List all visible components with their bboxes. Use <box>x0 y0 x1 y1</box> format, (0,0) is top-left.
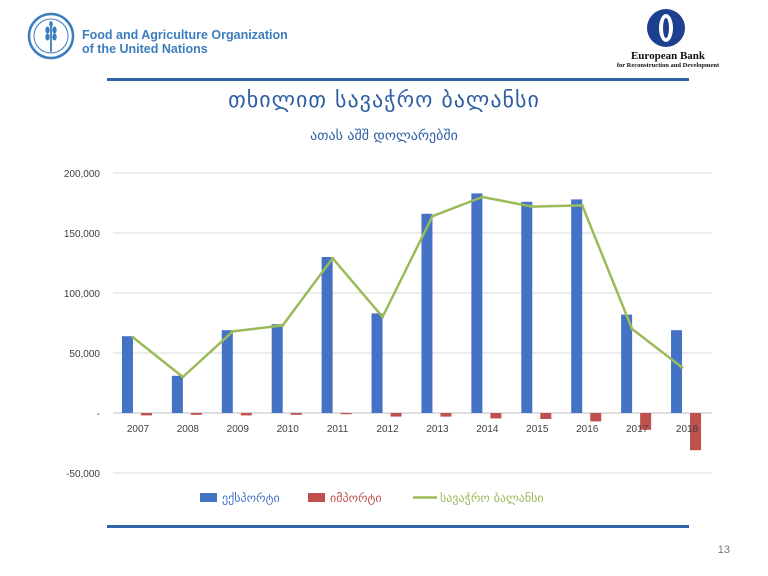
x-tick-label: 2014 <box>476 424 499 435</box>
legend-balance-label: სავაჭრო ბალანსი <box>440 491 544 505</box>
export-bar <box>671 330 683 413</box>
import-bar <box>490 413 502 419</box>
balance-point <box>381 315 385 319</box>
y-tick-label: -50,000 <box>66 469 100 480</box>
y-tick-label: 150,000 <box>64 229 101 240</box>
y-tick-label: 100,000 <box>64 289 101 300</box>
balance-line <box>132 195 683 379</box>
fao-logo <box>27 12 75 60</box>
y-tick-label: 200,000 <box>64 169 101 180</box>
x-tick-label: 2018 <box>676 424 699 435</box>
ebrd-name-line1: European Bank <box>630 50 706 62</box>
balance-point <box>131 335 135 339</box>
bottom-rule <box>107 525 689 528</box>
import-bar <box>540 413 552 419</box>
legend-export-swatch <box>200 493 217 502</box>
import-bar <box>240 413 252 416</box>
export-bar <box>271 324 283 413</box>
fao-name: Food and Agriculture Organization of the… <box>82 28 288 56</box>
export-bar <box>171 375 183 413</box>
y-tick-label: - <box>97 409 100 420</box>
balance-point <box>181 375 185 379</box>
legend-export-label: ექსპორტი <box>222 491 280 505</box>
x-tick-label: 2011 <box>327 424 349 435</box>
balance-point <box>231 329 235 333</box>
x-tick-label: 2010 <box>277 424 300 435</box>
x-tick-label: 2013 <box>426 424 449 435</box>
x-tick-label: 2015 <box>526 424 549 435</box>
export-bar <box>221 330 233 413</box>
x-tick-label: 2017 <box>626 424 649 435</box>
export-bar <box>421 213 433 413</box>
x-tick-label: 2009 <box>227 424 250 435</box>
balance-point <box>281 323 285 327</box>
legend-import-swatch <box>308 493 325 502</box>
export-bar <box>121 336 133 413</box>
slide-title: თხილით სავაჭრო ბალანსი <box>228 88 540 113</box>
legend-import-label: იმპორტი <box>330 491 382 505</box>
x-tick-label: 2008 <box>177 424 200 435</box>
import-bar <box>590 413 602 422</box>
export-bar <box>471 193 483 413</box>
import-bar <box>140 413 152 416</box>
top-rule <box>107 78 689 81</box>
x-tick-label: 2007 <box>127 424 150 435</box>
export-bar <box>571 199 583 413</box>
fao-name-line1: Food and Agriculture Organization <box>82 28 288 42</box>
balance-point <box>680 365 684 369</box>
balance-point <box>430 214 434 218</box>
page-number: 13 <box>717 544 730 556</box>
import-bar <box>340 413 352 415</box>
export-bar <box>521 201 533 413</box>
export-bar <box>621 314 633 413</box>
import-bar <box>390 413 402 417</box>
export-bar <box>321 257 333 413</box>
balance-point <box>530 205 534 209</box>
import-bar <box>290 413 302 415</box>
balance-point <box>331 256 335 260</box>
ebrd-logo <box>647 9 685 47</box>
import-bar <box>690 413 702 451</box>
balance-point <box>480 195 484 199</box>
export-bar <box>371 313 383 413</box>
ebrd-name: European Bank for Reconstruction and Dev… <box>598 50 738 69</box>
import-bar <box>440 413 452 417</box>
y-tick-label: 50,000 <box>69 349 100 360</box>
import-bar <box>640 413 652 430</box>
slide-subtitle: ათას აშშ დოლარებში <box>310 128 458 144</box>
x-tick-label: 2012 <box>376 424 399 435</box>
balance-point <box>630 327 634 331</box>
ebrd-name-line2: for Reconstruction and Development <box>616 62 720 69</box>
fao-name-line2: of the United Nations <box>82 42 208 56</box>
import-bar <box>190 413 202 415</box>
balance-point <box>580 203 584 207</box>
x-tick-label: 2016 <box>576 424 599 435</box>
